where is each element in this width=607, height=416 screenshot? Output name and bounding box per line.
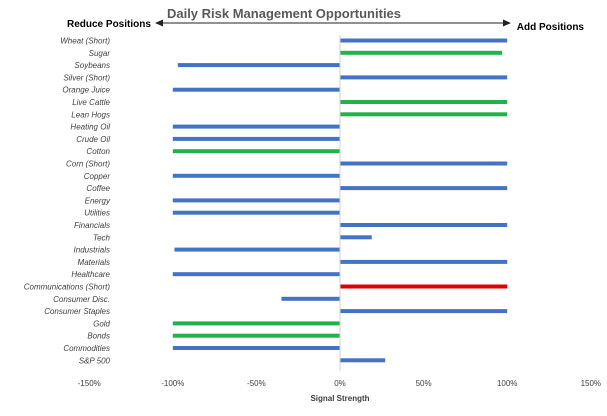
category-label-9: Cotton: [86, 147, 110, 156]
category-label-14: Utilities: [84, 209, 110, 218]
bar-5: [340, 100, 508, 104]
category-label-6: Lean Hogs: [71, 110, 110, 119]
left-arrow-head: [155, 19, 163, 27]
x-tick-label-6: 150%: [581, 379, 601, 388]
bar-15: [340, 223, 508, 227]
category-label-17: Industrials: [74, 246, 110, 255]
category-label-21: Consumer Disc.: [53, 295, 110, 304]
x-axis-label: Signal Strength: [310, 394, 369, 403]
bar-24: [172, 333, 340, 338]
x-tick-label-3: 0%: [334, 379, 346, 388]
bar-25: [172, 346, 340, 350]
x-tick-label-4: 50%: [416, 379, 432, 388]
category-label-25: Commodities: [63, 344, 110, 353]
x-tick-label-1: -100%: [161, 379, 184, 388]
category-label-12: Coffee: [86, 184, 110, 193]
category-label-1: Sugar: [89, 49, 111, 58]
x-tick-labels: -150% -100% -50% 0% 50% 100% 150%: [78, 379, 601, 388]
bar-13: [172, 198, 340, 203]
category-label-19: Healthcare: [71, 270, 110, 279]
category-label-13: Energy: [85, 196, 111, 205]
bar-2: [177, 63, 340, 68]
category-label-2: Soybeans: [74, 61, 110, 70]
category-label-8: Crude Oil: [76, 135, 110, 144]
category-label-26: S&P 500: [79, 356, 111, 365]
category-label-4: Orange Juice: [62, 86, 110, 95]
category-label-10: Corn (Short): [66, 160, 110, 169]
bar-7: [172, 124, 340, 129]
bar-23: [172, 321, 340, 326]
bar-16: [340, 235, 372, 240]
bar-12: [340, 186, 508, 191]
bar-21: [281, 296, 340, 301]
category-label-3: Silver (Short): [63, 73, 110, 82]
bar-19: [172, 272, 340, 277]
category-label-11: Copper: [84, 172, 111, 181]
bar-26: [340, 358, 386, 363]
x-tick-label-2: -50%: [247, 379, 266, 388]
x-tick-label-0: -150%: [78, 379, 101, 388]
category-label-22: Consumer Staples: [44, 307, 110, 316]
category-label-7: Heating Oil: [70, 123, 110, 132]
bar-0: [340, 38, 508, 43]
right-arrow-head: [503, 19, 511, 27]
category-label-20: Communications (Short): [24, 283, 111, 292]
bar-3: [340, 75, 508, 80]
bar-17: [174, 247, 340, 252]
bar-11: [172, 173, 340, 178]
category-label-24: Bonds: [87, 332, 110, 341]
bar-6: [340, 112, 508, 117]
category-label-18: Materials: [78, 258, 110, 267]
bar-20: [340, 284, 508, 289]
bar-9: [172, 149, 340, 154]
add-positions-label: Add Positions: [517, 22, 585, 33]
reduce-positions-label: Reduce Positions: [67, 19, 151, 30]
chart-title: Daily Risk Management Opportunities: [167, 6, 401, 21]
bar-10: [340, 161, 508, 166]
category-label-16: Tech: [93, 233, 111, 242]
category-labels: Wheat (Short) Sugar Soybeans Silver (Short)…: [24, 37, 111, 366]
bar-1: [340, 50, 503, 55]
category-label-0: Wheat (Short): [60, 37, 110, 46]
category-label-23: Gold: [93, 319, 110, 328]
bar-14: [172, 210, 340, 215]
bar-22: [340, 309, 508, 314]
bar-18: [340, 259, 508, 264]
bars-layer: [172, 38, 508, 363]
category-label-5: Live Cattle: [72, 98, 110, 107]
category-label-15: Financials: [74, 221, 110, 230]
bar-4: [172, 87, 340, 92]
x-tick-label-5: 100%: [497, 379, 517, 388]
bar-8: [172, 136, 340, 141]
